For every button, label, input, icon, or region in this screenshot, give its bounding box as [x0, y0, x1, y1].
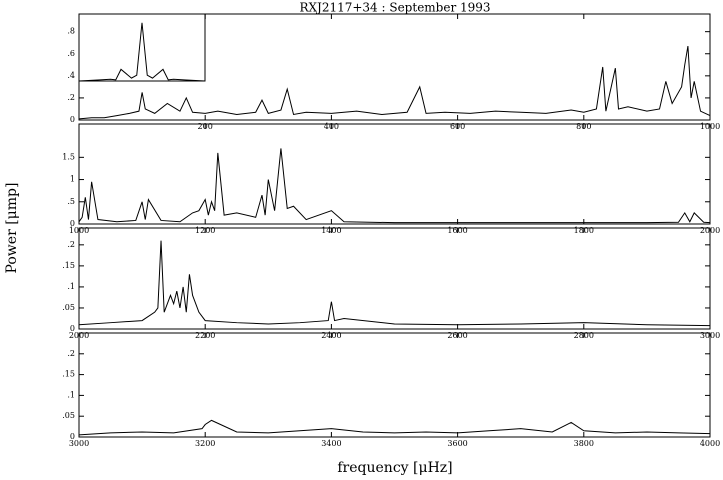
y-tick-label: 1	[70, 175, 75, 184]
y-tick-label: .6	[67, 49, 75, 58]
x-tick-label: 3000	[69, 439, 89, 448]
x-tick-label: 3600	[447, 439, 467, 448]
y-axis-label: Power [μmp]	[4, 183, 20, 274]
y-tick-label: .1	[67, 390, 75, 399]
chart-title: RXJ2117+34 : September 1993	[299, 1, 490, 15]
x-tick-label: 3400	[321, 439, 341, 448]
y-tick-label: 1.5	[62, 152, 75, 161]
spectrum-line	[78, 240, 711, 327]
y-tick-label: .15	[62, 261, 75, 270]
y-tick-label: .2	[67, 349, 75, 358]
plot-frame	[78, 332, 711, 438]
y-tick-label: .2	[67, 93, 75, 102]
y-tick-label: 0	[70, 115, 75, 124]
window-line	[78, 22, 206, 82]
spectrum-line	[78, 148, 711, 224]
plot-frame	[78, 227, 711, 330]
y-tick-label: .1	[67, 282, 75, 291]
y-tick-label: .15	[62, 370, 75, 379]
x-tick-label: 3200	[195, 439, 215, 448]
spectrum-line	[78, 419, 711, 436]
x-axis-label: frequency [μHz]	[337, 460, 452, 476]
spectrum-line	[78, 45, 711, 120]
x-tick-label: 4000	[700, 439, 720, 448]
y-tick-label: 0	[70, 432, 75, 441]
x-tick-label: 3800	[574, 439, 594, 448]
y-tick-label: .4	[67, 71, 75, 80]
y-tick-label: .2	[67, 240, 75, 249]
y-tick-label: 0	[70, 219, 75, 228]
y-tick-label: 0	[70, 324, 75, 333]
y-tick-label: .05	[62, 411, 75, 420]
y-tick-label: .8	[67, 27, 75, 36]
y-tick-label: .5	[67, 197, 75, 206]
y-tick-label: .05	[62, 303, 75, 312]
plot-frame	[78, 123, 711, 225]
